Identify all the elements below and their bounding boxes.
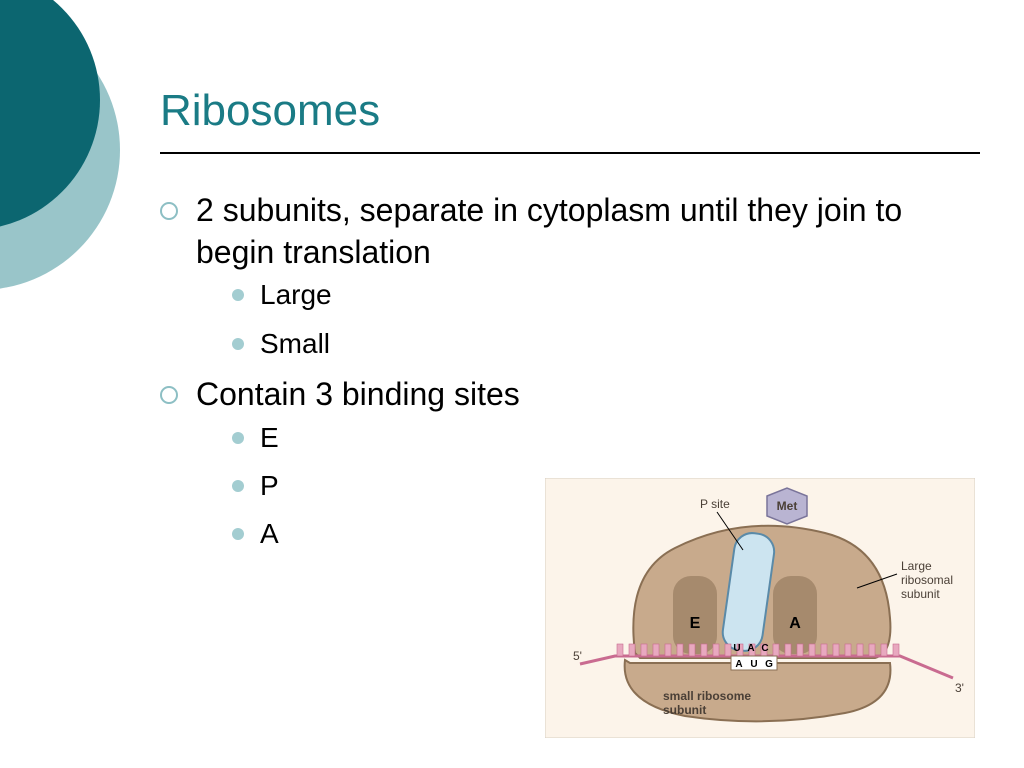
- svg-text:A: A: [735, 659, 742, 670]
- bullet-item: E: [232, 420, 940, 456]
- svg-text:3': 3': [955, 681, 964, 695]
- slide-title: Ribosomes: [160, 86, 380, 136]
- dot-bullet-icon: [232, 338, 244, 350]
- svg-text:subunit: subunit: [901, 587, 940, 601]
- bullet-text: P: [260, 468, 279, 504]
- bullet-text: Contain 3 binding sites: [196, 374, 520, 416]
- svg-text:U: U: [733, 643, 740, 654]
- title-underline: [160, 152, 980, 154]
- svg-text:5': 5': [573, 649, 582, 663]
- svg-text:U: U: [750, 659, 757, 670]
- svg-text:small ribosome: small ribosome: [663, 689, 751, 703]
- bullet-text: Small: [260, 326, 330, 362]
- bullet-text: A: [260, 516, 279, 552]
- svg-text:A: A: [789, 615, 801, 632]
- svg-text:C: C: [761, 643, 768, 654]
- svg-text:G: G: [765, 659, 773, 670]
- bullet-item: Large: [232, 277, 940, 313]
- svg-text:P site: P site: [700, 497, 730, 511]
- svg-text:A: A: [747, 643, 754, 654]
- dot-bullet-icon: [232, 289, 244, 301]
- bullet-text: E: [260, 420, 279, 456]
- svg-text:ribosomal: ribosomal: [901, 573, 953, 587]
- dot-bullet-icon: [232, 480, 244, 492]
- svg-text:Met: Met: [777, 499, 798, 513]
- bullet-item: Small: [232, 326, 940, 362]
- ring-bullet-icon: [160, 202, 178, 220]
- svg-text:E: E: [690, 615, 701, 632]
- bullet-item: Contain 3 binding sites: [160, 374, 940, 416]
- bullet-text: 2 subunits, separate in cytoplasm until …: [196, 190, 940, 273]
- bullet-text: Large: [260, 277, 332, 313]
- bullet-item: 2 subunits, separate in cytoplasm until …: [160, 190, 940, 273]
- ribosome-diagram: MetAUGUACEAP siteLargeribosomalsubunitsm…: [545, 478, 975, 738]
- ring-bullet-icon: [160, 386, 178, 404]
- svg-text:subunit: subunit: [663, 703, 706, 717]
- svg-text:Large: Large: [901, 559, 932, 573]
- dot-bullet-icon: [232, 432, 244, 444]
- dot-bullet-icon: [232, 528, 244, 540]
